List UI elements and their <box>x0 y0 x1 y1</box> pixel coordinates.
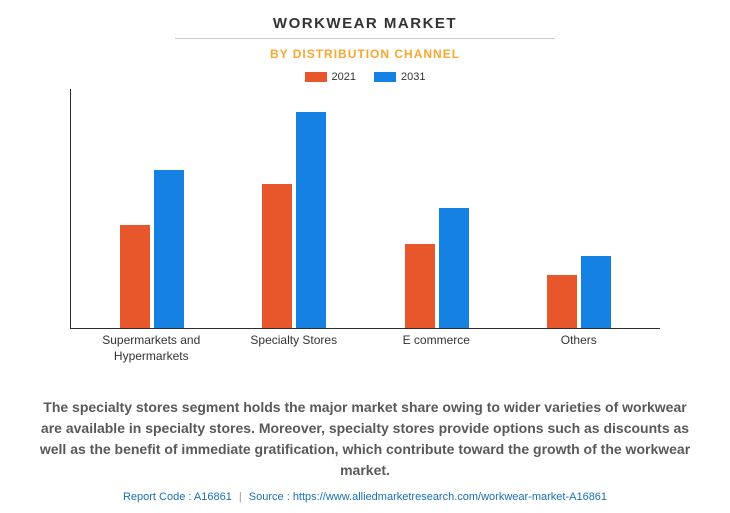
legend-swatch-2031 <box>374 72 396 82</box>
chart-container: Supermarkets and Hypermarkets Specialty S… <box>30 89 700 383</box>
page-title: WORKWEAR MARKET <box>30 15 700 38</box>
x-axis-label: Supermarkets and Hypermarkets <box>91 333 211 364</box>
source-line: Report Code : A16861 | Source : https://… <box>30 491 700 503</box>
legend: 2021 2031 <box>30 71 700 83</box>
source-url: Source : https://www.alliedmarketresearc… <box>249 491 607 503</box>
bar <box>154 170 184 328</box>
legend-swatch-2021 <box>305 72 327 82</box>
bar <box>547 275 577 328</box>
bar <box>439 208 469 328</box>
report-code: Report Code : A16861 <box>123 491 232 503</box>
bar <box>120 225 150 328</box>
header: WORKWEAR MARKET BY DISTRIBUTION CHANNEL <box>30 15 700 61</box>
legend-label-2021: 2021 <box>332 71 356 83</box>
bar-group <box>547 256 611 328</box>
separator: | <box>239 491 242 503</box>
page-subtitle: BY DISTRIBUTION CHANNEL <box>30 47 700 61</box>
title-underline <box>175 38 555 39</box>
bar <box>262 184 292 328</box>
legend-item-2031: 2031 <box>374 71 425 83</box>
bar-group <box>120 170 184 328</box>
caption-text: The specialty stores segment holds the m… <box>30 383 700 491</box>
x-axis-label: Specialty Stores <box>234 333 354 364</box>
x-axis-label: E commerce <box>376 333 496 364</box>
x-axis-label: Others <box>519 333 639 364</box>
legend-label-2031: 2031 <box>401 71 425 83</box>
bar-group <box>262 112 326 328</box>
legend-item-2021: 2021 <box>305 71 356 83</box>
x-axis-labels: Supermarkets and Hypermarkets Specialty S… <box>70 329 660 364</box>
bar-group <box>405 208 469 328</box>
bar <box>296 112 326 328</box>
bar <box>581 256 611 328</box>
bar <box>405 244 435 328</box>
bar-chart <box>70 89 660 329</box>
